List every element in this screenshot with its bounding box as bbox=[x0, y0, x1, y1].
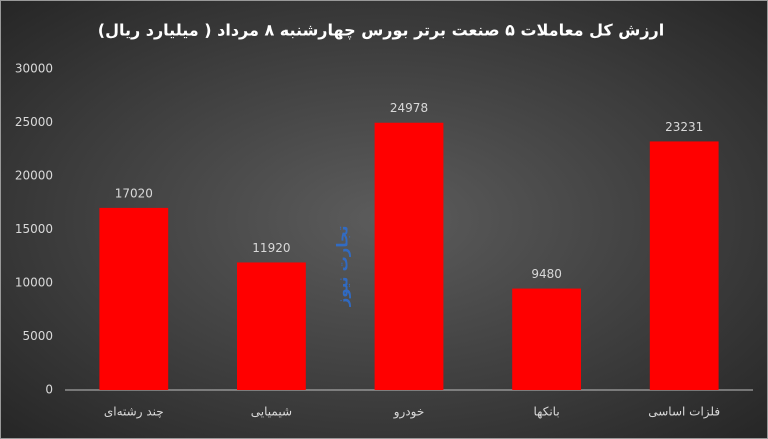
bar bbox=[237, 262, 306, 390]
x-tick-label: خودرو bbox=[393, 405, 425, 420]
x-tick-label: شیمیایی bbox=[251, 405, 292, 419]
y-tick-label: 5000 bbox=[22, 329, 53, 343]
data-label: 23231 bbox=[665, 120, 703, 134]
y-tick-label: 15000 bbox=[15, 222, 53, 236]
x-tick-label: چند رشته‌ای bbox=[104, 405, 164, 420]
y-tick-label: 10000 bbox=[15, 276, 53, 290]
data-label: 11920 bbox=[252, 241, 290, 255]
y-tick-label: 20000 bbox=[15, 169, 53, 183]
data-label: 17020 bbox=[115, 186, 153, 200]
chart-title: ارزش کل معاملات ۵ صنعت برتر بورس چهارشنب… bbox=[98, 21, 664, 41]
y-tick-label: 30000 bbox=[15, 62, 53, 76]
x-tick-label: بانکها bbox=[534, 405, 560, 419]
watermark: تجارت نیوز bbox=[334, 226, 352, 308]
bar bbox=[99, 207, 169, 390]
x-tick-label: فلزات اساسی bbox=[648, 405, 720, 420]
data-label: 9480 bbox=[531, 267, 562, 281]
y-tick-label: 0 bbox=[45, 383, 53, 397]
y-tick-label: 25000 bbox=[15, 115, 53, 129]
data-label: 24978 bbox=[390, 101, 428, 115]
bar bbox=[649, 141, 719, 390]
bar bbox=[512, 288, 581, 390]
bar bbox=[374, 122, 444, 390]
